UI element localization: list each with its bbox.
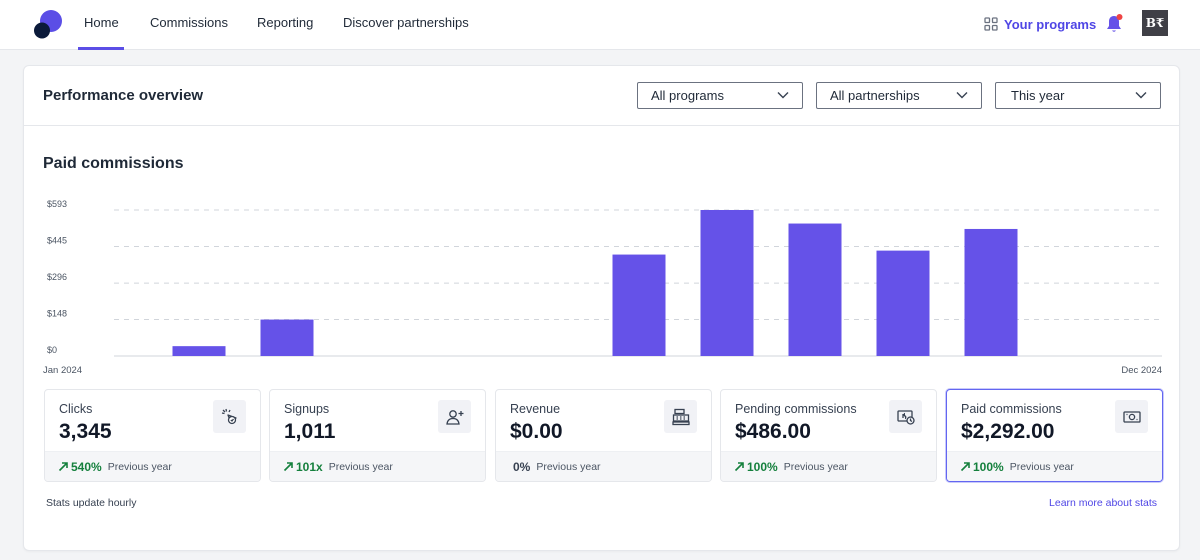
y-tick-label: $148 bbox=[47, 309, 67, 319]
y-tick-label: $593 bbox=[47, 199, 67, 209]
trend-up-icon bbox=[734, 462, 744, 472]
stat-delta: 540% bbox=[58, 460, 102, 474]
x-end-label: Dec 2024 bbox=[1121, 365, 1162, 376]
stat-delta-value: 540% bbox=[71, 459, 102, 474]
stats-update-note: Stats update hourly bbox=[46, 497, 137, 509]
date-range-value: This year bbox=[1011, 88, 1065, 103]
stat-card-pending-commissions[interactable]: Pending commissions $486.00 100% Previou… bbox=[720, 389, 937, 482]
logo-icon[interactable] bbox=[33, 8, 63, 40]
stat-delta-value: 100% bbox=[973, 459, 1004, 474]
chart-bar bbox=[172, 346, 226, 356]
chart-bar bbox=[876, 250, 930, 356]
grid-icon bbox=[984, 17, 998, 31]
nav-item-reporting[interactable]: Reporting bbox=[257, 15, 314, 30]
stat-card-signups[interactable]: Signups 1,011 101x Previous year bbox=[269, 389, 486, 482]
chevron-down-icon bbox=[777, 92, 789, 99]
stat-footer: 100% Previous year bbox=[947, 451, 1162, 481]
program-filter-value: All programs bbox=[651, 88, 724, 103]
stat-value: 1,011 bbox=[284, 420, 336, 443]
chart-bar bbox=[788, 223, 842, 356]
stat-value: $486.00 bbox=[735, 420, 811, 443]
your-programs-label: Your programs bbox=[1004, 16, 1097, 32]
stat-footer: 540% Previous year bbox=[45, 451, 260, 481]
chart-bar bbox=[964, 228, 1018, 356]
user-plus-icon bbox=[438, 400, 471, 433]
performance-overview-card: Performance overview All programs All pa… bbox=[23, 65, 1180, 551]
nav-item-commissions[interactable]: Commissions bbox=[150, 15, 229, 30]
partnership-filter-value: All partnerships bbox=[830, 88, 920, 103]
stat-delta-value: 100% bbox=[747, 459, 778, 474]
money-clock-icon bbox=[889, 400, 922, 433]
card-header: Performance overview All programs All pa… bbox=[24, 66, 1179, 126]
trend-up-icon bbox=[283, 462, 293, 472]
nav-item-discover-partnerships[interactable]: Discover partnerships bbox=[343, 15, 469, 30]
stat-label: Revenue bbox=[510, 402, 561, 416]
your-programs-link[interactable]: Your programs bbox=[984, 14, 1096, 34]
chart-title: Paid commissions bbox=[43, 155, 184, 172]
chart-bar bbox=[260, 319, 314, 356]
trend-up-icon bbox=[960, 462, 970, 472]
stat-label: Clicks bbox=[59, 402, 93, 416]
chart-bar bbox=[612, 254, 666, 356]
cash-register-icon bbox=[664, 400, 697, 433]
stat-value: 3,345 bbox=[59, 420, 112, 443]
stat-delta-caption: Previous year bbox=[536, 460, 601, 473]
y-tick-label: $296 bbox=[47, 272, 67, 282]
stat-footer: 100% Previous year bbox=[721, 451, 936, 481]
stat-delta-caption: Previous year bbox=[107, 460, 172, 473]
stat-delta: 101x bbox=[283, 460, 323, 474]
y-tick-label: $0 bbox=[47, 345, 57, 355]
page-title: Performance overview bbox=[43, 87, 204, 104]
stat-delta-value: 101x bbox=[296, 459, 323, 474]
chevron-down-icon bbox=[1135, 92, 1147, 99]
stat-value: $0.00 bbox=[510, 420, 563, 443]
stat-card-clicks[interactable]: Clicks 3,345 540% Previous year bbox=[44, 389, 261, 482]
stat-card-revenue[interactable]: Revenue $0.00 0% Previous year bbox=[495, 389, 712, 482]
notification-bell-icon[interactable] bbox=[1104, 13, 1124, 35]
banknote-icon bbox=[1115, 400, 1148, 433]
stat-label: Signups bbox=[284, 402, 330, 416]
partnership-filter-select[interactable]: All partnerships bbox=[816, 82, 982, 109]
y-tick-label: $445 bbox=[47, 235, 67, 245]
stat-label: Paid commissions bbox=[961, 402, 1062, 416]
stat-delta: 100% bbox=[960, 460, 1004, 474]
avatar[interactable]: B₹ bbox=[1142, 10, 1168, 36]
x-start-label: Jan 2024 bbox=[43, 365, 82, 376]
date-range-select[interactable]: This year bbox=[995, 82, 1161, 109]
top-navigation: Home Commissions Reporting Discover part… bbox=[0, 0, 1200, 50]
stat-delta: 100% bbox=[734, 460, 778, 474]
cursor-click-icon bbox=[213, 400, 246, 433]
nav-item-home[interactable]: Home bbox=[78, 0, 124, 50]
stat-value: $2,292.00 bbox=[961, 420, 1055, 443]
trend-up-icon bbox=[58, 462, 68, 472]
stat-footer: 0% Previous year bbox=[496, 451, 711, 481]
stat-delta-value: 0% bbox=[513, 459, 531, 474]
chevron-down-icon bbox=[956, 92, 968, 99]
program-filter-select[interactable]: All programs bbox=[637, 82, 803, 109]
stat-card-paid-commissions[interactable]: Paid commissions $2,292.00 100% Previous… bbox=[946, 389, 1163, 482]
stat-delta: 0% bbox=[509, 460, 530, 474]
stat-label: Pending commissions bbox=[735, 402, 857, 416]
stat-footer: 101x Previous year bbox=[270, 451, 485, 481]
stat-delta-caption: Previous year bbox=[1009, 460, 1074, 473]
learn-more-link[interactable]: Learn more about stats bbox=[1049, 497, 1157, 509]
stat-delta-caption: Previous year bbox=[783, 460, 848, 473]
paid-commissions-chart: $593 $445 $296 $148 $0 Jan 2024 Dec 2024 bbox=[43, 199, 1162, 376]
stat-delta-caption: Previous year bbox=[328, 460, 393, 473]
chart-bar bbox=[700, 210, 754, 356]
